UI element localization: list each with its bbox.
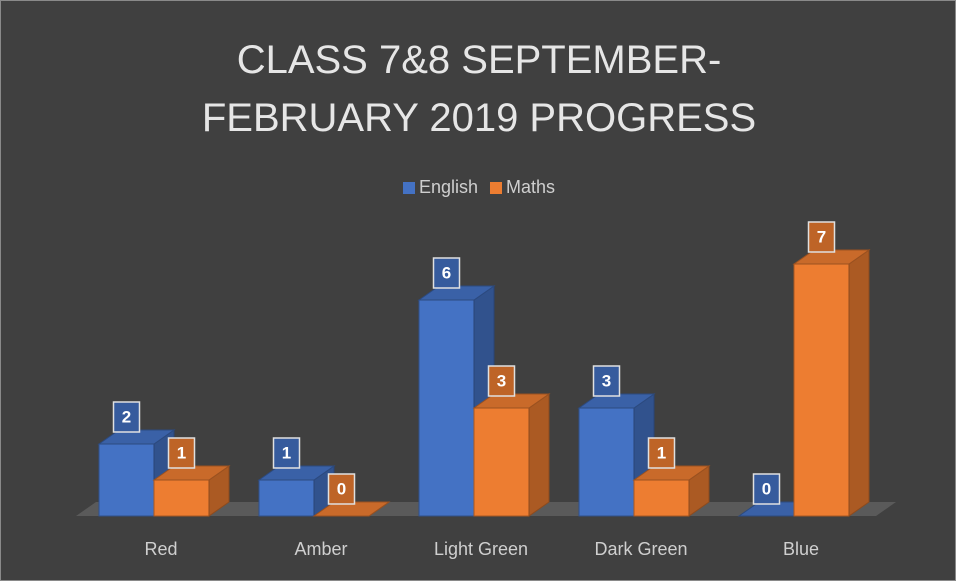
bar-front: [258, 479, 315, 517]
bar-side: [848, 249, 870, 517]
data-label-box: [487, 365, 516, 397]
bar-front: [98, 443, 155, 517]
x-tick-label: Amber: [294, 539, 347, 559]
data-label-box: [647, 437, 676, 469]
bar: [312, 501, 391, 517]
data-label-box: [327, 473, 356, 505]
bar-front: [473, 407, 530, 517]
legend-swatch: [490, 182, 502, 194]
bar-top: [152, 465, 231, 481]
data-label: 0: [762, 479, 771, 498]
x-tick-label: Blue: [783, 539, 819, 559]
bar-front: [153, 479, 210, 517]
legend: English Maths: [1, 177, 955, 198]
data-label-box: [807, 221, 836, 253]
data-label: 0: [337, 479, 346, 498]
data-label: 3: [497, 371, 506, 390]
legend-label: Maths: [506, 177, 556, 197]
x-tick-label: Red: [144, 539, 177, 559]
bar-side: [528, 393, 550, 517]
data-label-box: [432, 257, 461, 289]
data-label-box: [167, 437, 196, 469]
bar-front: [633, 479, 690, 517]
bar: [792, 249, 871, 517]
bar: [632, 465, 711, 517]
data-label-box: [752, 473, 781, 505]
legend-swatch: [402, 182, 415, 194]
chart-title: CLASS 7&8 SEPTEMBER- FEBRUARY 2019 PROGR…: [201, 38, 757, 140]
x-tick-label: Light Green: [434, 539, 528, 559]
bar-top: [577, 393, 656, 409]
data-label-box: [272, 437, 301, 469]
legend-item: Maths: [490, 177, 555, 198]
bar-top: [312, 501, 391, 517]
data-label: 7: [817, 227, 826, 246]
bar-top: [792, 249, 871, 265]
data-label: 2: [122, 407, 131, 426]
bar-front: [418, 299, 475, 517]
bar: [152, 465, 231, 517]
data-label: 6: [442, 263, 451, 282]
bar-top: [632, 465, 711, 481]
bar-top: [417, 285, 496, 301]
legend-label: English: [418, 177, 478, 197]
bar-top: [472, 393, 551, 409]
bar-front: [793, 263, 850, 517]
data-label-box: [112, 401, 141, 433]
data-label-box: [592, 365, 621, 397]
data-label: 1: [282, 443, 291, 462]
x-tick-label: Dark Green: [594, 539, 687, 559]
bar-top: [257, 465, 336, 481]
bar-front: [578, 407, 635, 517]
data-label: 3: [602, 371, 611, 390]
bar: [472, 393, 551, 517]
bar: [257, 465, 336, 517]
legend-item: English: [402, 177, 478, 198]
data-label: 1: [657, 443, 666, 462]
bar-top: [97, 429, 176, 445]
data-label: 1: [177, 443, 186, 462]
